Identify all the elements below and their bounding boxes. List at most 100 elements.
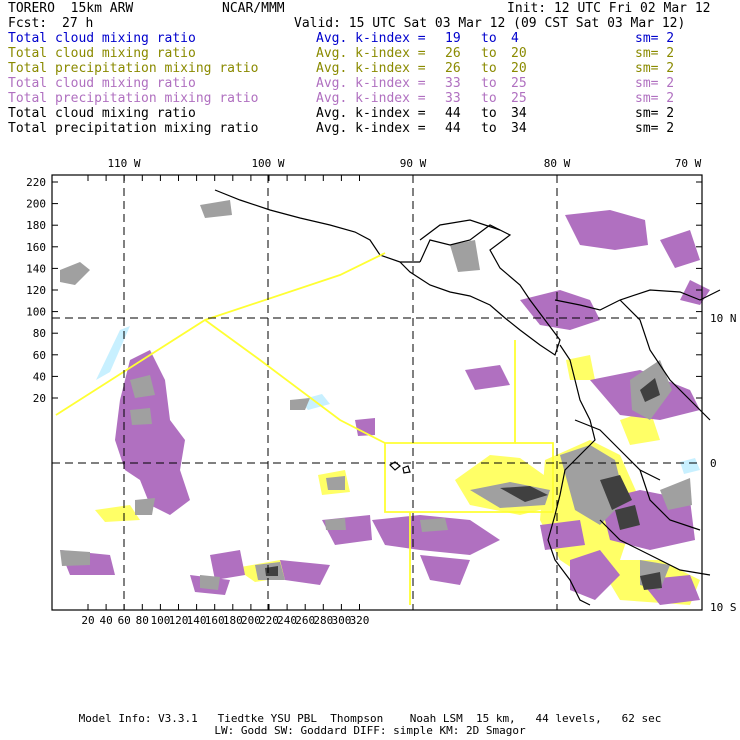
legend-to-word: to [481,46,497,61]
cloud-patch [130,375,155,398]
x-tick-label: 100 [150,614,170,627]
purple-patch [465,365,510,390]
cyan-patch [680,458,700,474]
x-tick-label: 140 [187,614,207,627]
purple-precip-regions [60,210,710,605]
legend-to: 25 [511,91,527,106]
yucatan-coast [419,219,501,241]
cloud-patch [135,498,155,515]
y-tick-label: 180 [26,219,46,232]
legend-row: Total precipitation mixing ratio Avg. k-i… [8,91,728,106]
andes-boundary-3 [639,469,701,531]
latitude-label: 10 N [710,312,737,325]
yellow-patch [95,505,140,522]
purple-patch [565,210,648,250]
yellow-patch [566,355,595,380]
legend-sm: sm= 2 [635,121,675,136]
purple-patch [660,230,700,268]
legend-from: 33 [445,91,461,106]
legend-row: Total cloud mixing ratio Avg. k-index = 19… [8,31,728,46]
legend-field: Total cloud mixing ratio [8,76,196,91]
cloud-patch [200,200,232,218]
y-tick-label: 200 [26,198,46,211]
y-tick-label: 220 [26,176,46,189]
region-box-galapagos [384,442,554,513]
legend-sm: sm= 2 [635,61,675,76]
longitude-label: 90 W [400,157,427,170]
legend-to-word: to [481,91,497,106]
x-tick-label: 320 [350,614,370,627]
legend-index: Avg. k-index = [316,46,426,61]
longitude-label: 100 W [251,157,284,170]
map-frame [51,174,703,611]
field-shading [60,200,710,605]
legend-index: Avg. k-index = [316,91,426,106]
axis-ticks [52,175,702,610]
region-outline-east [385,340,516,444]
legend-row: Total cloud mixing ratio Avg. k-index = 33… [8,76,728,91]
x-tick-label: 20 [81,614,94,627]
forecast-hour: 27 h [62,16,94,31]
legend-to-word: to [481,121,497,136]
forecast-label: Fcst: [8,16,48,31]
x-tick-label: 220 [259,614,279,627]
cloud-patch [420,518,448,532]
cloud-patch [615,505,640,530]
longitude-label: 70 W [675,157,702,170]
footer-physics-info: LW: Godd SW: Goddard DIFF: simple KM: 2D… [214,724,526,737]
legend-index: Avg. k-index = [316,121,426,136]
cloud-patch [600,475,632,510]
legend-from: 26 [445,61,461,76]
central-america-coast [399,224,561,356]
lat-lon-grid [52,175,702,610]
legend-to: 25 [511,76,527,91]
south-america-inland [619,299,711,421]
legend-to: 20 [511,61,527,76]
legend-sm: sm= 2 [635,46,675,61]
legend-row: Total precipitation mixing ratio Avg. k-i… [8,121,728,136]
x-tick-label: 300 [331,614,351,627]
y-tick-label: 120 [26,284,46,297]
x-tick-label: 280 [313,614,333,627]
x-tick-label: 80 [136,614,149,627]
valid-time: Valid: 15 UTC Sat 03 Mar 12 (09 CST Sat … [294,16,686,31]
x-tick-label: 40 [99,614,112,627]
legend-index: Avg. k-index = [316,76,426,91]
legend-sm: sm= 2 [635,91,675,106]
legend-index: Avg. k-index = [316,31,426,46]
cloud-patch [660,478,692,510]
y-tick-label: 40 [33,370,46,383]
model-title: TORERO 15km ARW [8,1,134,16]
legend-sm: sm= 2 [635,31,675,46]
cloud-patch [60,550,90,566]
south-america-west-coast [547,344,596,606]
cloud-regions [60,200,692,590]
cloud-patch [290,398,310,410]
cloud-patch [130,408,152,425]
cloud-patch [326,476,345,490]
cloud-patch [325,518,346,530]
cloud-patch [640,378,660,402]
cloud-patch [560,445,625,525]
legend-from: 33 [445,76,461,91]
purple-patch [372,515,500,555]
legend-field: Total cloud mixing ratio [8,106,196,121]
legend-to-word: to [481,31,497,46]
coastlines [214,189,721,606]
legend-to: 34 [511,121,527,136]
longitude-label: 80 W [544,157,571,170]
region-outline-west [55,252,386,416]
longitude-label: 110 W [107,157,140,170]
legend-field: Total cloud mixing ratio [8,31,196,46]
purple-patch [420,555,470,585]
y-tick-label: 140 [26,262,46,275]
legend-to: 4 [511,31,519,46]
y-tick-label: 100 [26,306,46,319]
x-tick-label: 120 [169,614,189,627]
legend-field: Total precipitation mixing ratio [8,121,259,136]
y-tick-label: 60 [33,349,46,362]
legend-row: Total cloud mixing ratio Avg. k-index = 26… [8,46,728,61]
purple-patch [280,560,330,585]
legend-field: Total cloud mixing ratio [8,46,196,61]
